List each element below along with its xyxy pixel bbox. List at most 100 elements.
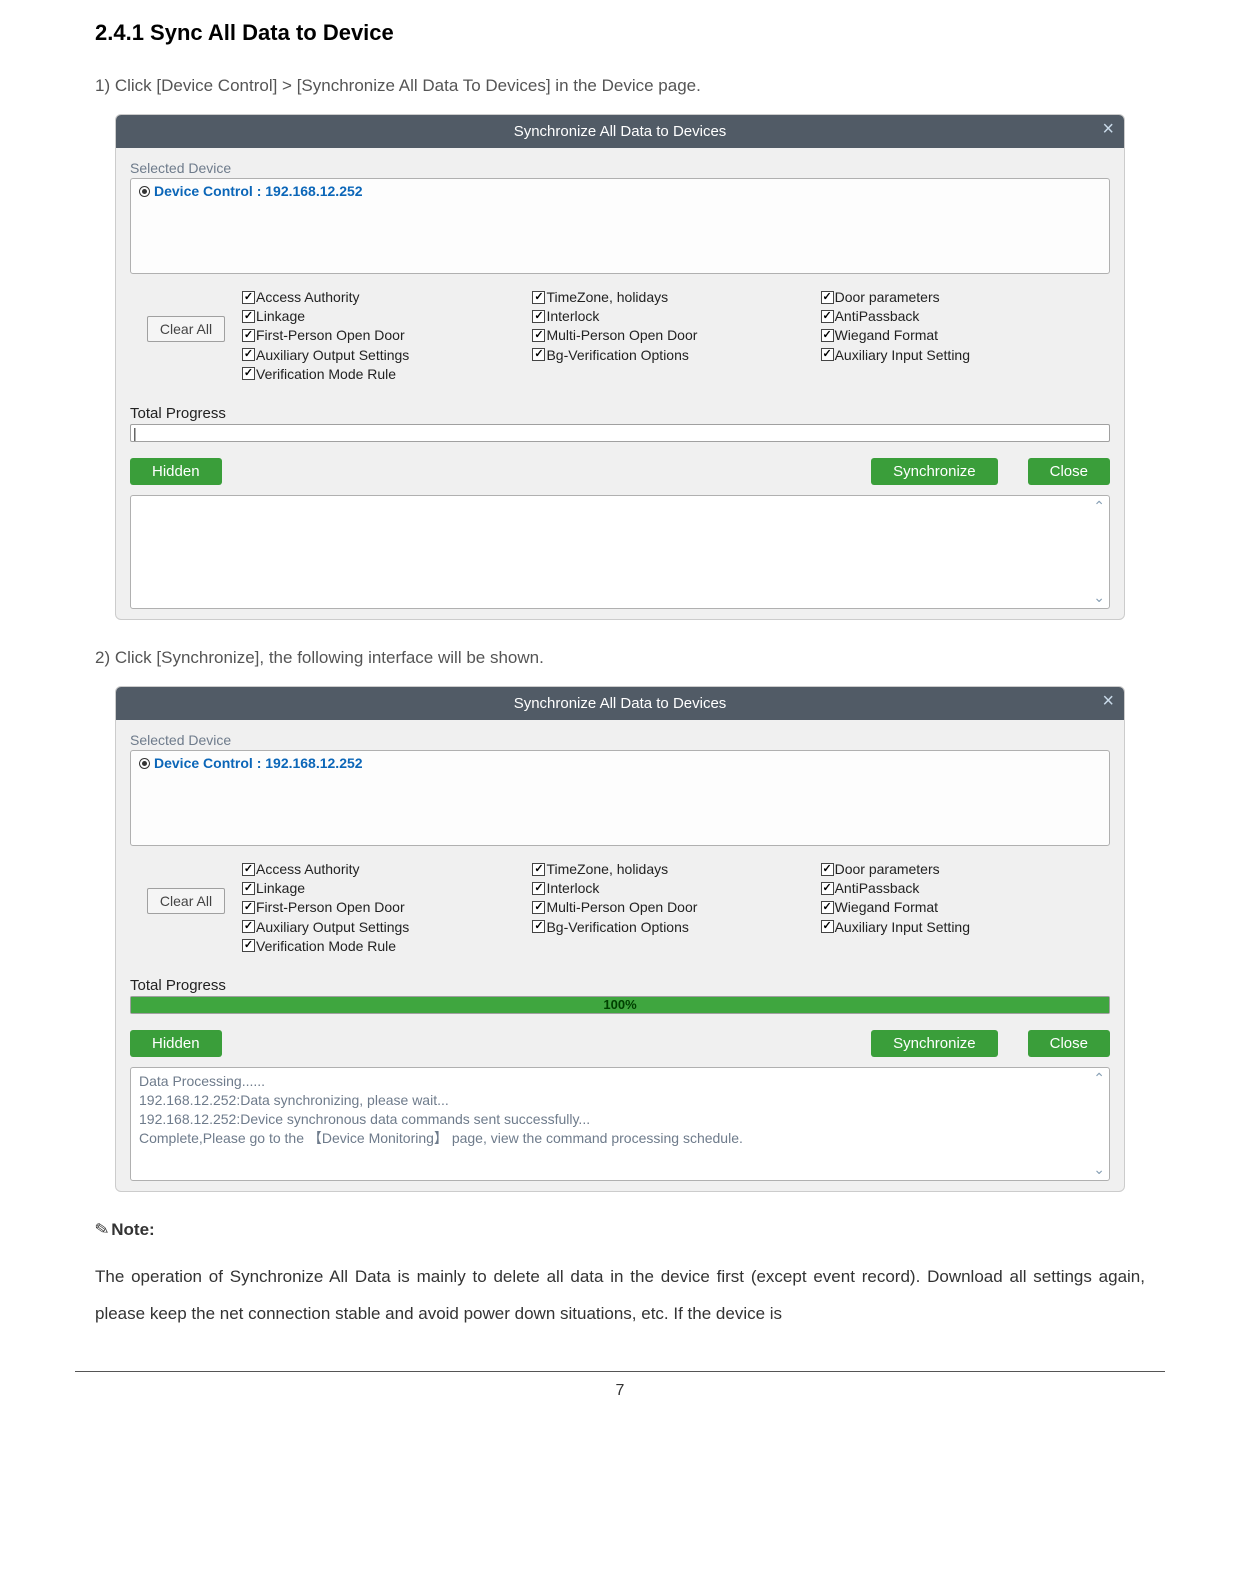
checkbox-icon[interactable] xyxy=(821,310,834,323)
clear-all-button[interactable]: Clear All xyxy=(147,888,225,914)
options-col-1: Access Authority Linkage First-Person Op… xyxy=(242,860,409,955)
opt-door-params[interactable]: Door parameters xyxy=(821,288,970,306)
scroll-down-icon[interactable]: ⌄ xyxy=(1093,1161,1105,1178)
checkbox-icon[interactable] xyxy=(532,291,545,304)
checkbox-icon[interactable] xyxy=(532,920,545,933)
scroll-down-icon[interactable]: ⌄ xyxy=(1093,589,1105,606)
options-col-3: Door parameters AntiPassback Wiegand For… xyxy=(821,288,970,383)
step1-text: 1) Click [Device Control] > [Synchronize… xyxy=(95,76,1145,96)
log-line: Data Processing...... xyxy=(139,1072,1101,1091)
progress-cursor: | xyxy=(133,425,137,441)
note-paragraph: The operation of Synchronize All Data is… xyxy=(95,1258,1145,1333)
checkbox-icon[interactable] xyxy=(532,863,545,876)
checkbox-icon[interactable] xyxy=(242,939,255,952)
close-button[interactable]: Close xyxy=(1028,458,1110,485)
device-line: Device Control : 192.168.12.252 xyxy=(154,755,363,771)
opt-linkage[interactable]: Linkage xyxy=(242,307,409,325)
opt-bg-verification[interactable]: Bg-Verification Options xyxy=(532,918,697,936)
opt-aux-output[interactable]: Auxiliary Output Settings xyxy=(242,918,409,936)
opt-interlock[interactable]: Interlock xyxy=(532,307,697,325)
selected-device-label: Selected Device xyxy=(130,160,1110,176)
synchronize-button[interactable]: Synchronize xyxy=(871,458,998,485)
close-icon[interactable]: × xyxy=(1102,118,1114,141)
synchronize-button[interactable]: Synchronize xyxy=(871,1030,998,1057)
checkbox-icon[interactable] xyxy=(242,348,255,361)
sync-dialog-1: Synchronize All Data to Devices × Select… xyxy=(115,114,1125,620)
options-col-1: Access Authority Linkage First-Person Op… xyxy=(242,288,409,383)
opt-timezone[interactable]: TimeZone, holidays xyxy=(532,288,697,306)
opt-verification-mode[interactable]: Verification Mode Rule xyxy=(242,937,409,955)
progress-bar-2: 100% xyxy=(130,996,1110,1014)
opt-multi-person[interactable]: Multi-Person Open Door xyxy=(532,898,697,916)
radio-icon[interactable] xyxy=(139,186,150,197)
opt-aux-input[interactable]: Auxiliary Input Setting xyxy=(821,918,970,936)
opt-first-person[interactable]: First-Person Open Door xyxy=(242,326,409,344)
checkbox-icon[interactable] xyxy=(242,291,255,304)
scroll-up-icon[interactable]: ⌃ xyxy=(1093,1070,1105,1087)
step2-text: 2) Click [Synchronize], the following in… xyxy=(95,648,1145,668)
checkbox-icon[interactable] xyxy=(242,920,255,933)
opt-timezone[interactable]: TimeZone, holidays xyxy=(532,860,697,878)
close-icon[interactable]: × xyxy=(1102,690,1114,713)
dialog-header: Synchronize All Data to Devices × xyxy=(116,115,1124,148)
opt-bg-verification[interactable]: Bg-Verification Options xyxy=(532,346,697,364)
opt-aux-output[interactable]: Auxiliary Output Settings xyxy=(242,346,409,364)
radio-icon[interactable] xyxy=(139,758,150,769)
checkbox-icon[interactable] xyxy=(532,329,545,342)
device-line: Device Control : 192.168.12.252 xyxy=(154,183,363,199)
sync-dialog-2: Synchronize All Data to Devices × Select… xyxy=(115,686,1125,1192)
hidden-button[interactable]: Hidden xyxy=(130,1030,222,1057)
selected-device-label: Selected Device xyxy=(130,732,1110,748)
progress-fill: 100% xyxy=(131,997,1109,1013)
opt-aux-input[interactable]: Auxiliary Input Setting xyxy=(821,346,970,364)
opt-antipassback[interactable]: AntiPassback xyxy=(821,307,970,325)
checkbox-icon[interactable] xyxy=(821,920,834,933)
checkbox-icon[interactable] xyxy=(532,882,545,895)
device-list-box: Device Control : 192.168.12.252 xyxy=(130,750,1110,846)
options-col-3: Door parameters AntiPassback Wiegand For… xyxy=(821,860,970,955)
checkbox-icon[interactable] xyxy=(532,348,545,361)
checkbox-icon[interactable] xyxy=(242,310,255,323)
opt-verification-mode[interactable]: Verification Mode Rule xyxy=(242,365,409,383)
page-number: 7 xyxy=(95,1382,1145,1400)
log-output-1: ⌃ ⌄ xyxy=(130,495,1110,609)
clear-all-button[interactable]: Clear All xyxy=(147,316,225,342)
checkbox-icon[interactable] xyxy=(242,329,255,342)
opt-door-params[interactable]: Door parameters xyxy=(821,860,970,878)
opt-wiegand[interactable]: Wiegand Format xyxy=(821,898,970,916)
opt-first-person[interactable]: First-Person Open Door xyxy=(242,898,409,916)
dialog-title: Synchronize All Data to Devices xyxy=(514,695,727,712)
checkbox-icon[interactable] xyxy=(821,348,834,361)
opt-interlock[interactable]: Interlock xyxy=(532,879,697,897)
opt-access-authority[interactable]: Access Authority xyxy=(242,860,409,878)
dialog-title: Synchronize All Data to Devices xyxy=(514,123,727,140)
close-button[interactable]: Close xyxy=(1028,1030,1110,1057)
checkbox-icon[interactable] xyxy=(242,367,255,380)
log-line: 192.168.12.252:Data synchronizing, pleas… xyxy=(139,1091,1101,1110)
checkbox-icon[interactable] xyxy=(532,310,545,323)
pencil-icon: ✎ xyxy=(93,1219,111,1241)
checkbox-icon[interactable] xyxy=(821,863,834,876)
log-output-2: Data Processing...... 192.168.12.252:Dat… xyxy=(130,1067,1110,1181)
checkbox-icon[interactable] xyxy=(821,329,834,342)
opt-wiegand[interactable]: Wiegand Format xyxy=(821,326,970,344)
opt-antipassback[interactable]: AntiPassback xyxy=(821,879,970,897)
opt-linkage[interactable]: Linkage xyxy=(242,879,409,897)
log-line: Complete,Please go to the 【Device Monito… xyxy=(139,1129,1101,1148)
progress-label: Total Progress xyxy=(130,405,1110,422)
note-block: ✎Note: xyxy=(95,1220,1145,1240)
log-line: 192.168.12.252:Device synchronous data c… xyxy=(139,1110,1101,1129)
checkbox-icon[interactable] xyxy=(532,901,545,914)
scroll-up-icon[interactable]: ⌃ xyxy=(1093,498,1105,515)
checkbox-icon[interactable] xyxy=(821,901,834,914)
checkbox-icon[interactable] xyxy=(242,863,255,876)
checkbox-icon[interactable] xyxy=(242,882,255,895)
hidden-button[interactable]: Hidden xyxy=(130,458,222,485)
checkbox-icon[interactable] xyxy=(821,291,834,304)
progress-bar-1: | xyxy=(130,424,1110,442)
checkbox-icon[interactable] xyxy=(242,901,255,914)
options-col-2: TimeZone, holidays Interlock Multi-Perso… xyxy=(532,860,697,955)
checkbox-icon[interactable] xyxy=(821,882,834,895)
opt-multi-person[interactable]: Multi-Person Open Door xyxy=(532,326,697,344)
opt-access-authority[interactable]: Access Authority xyxy=(242,288,409,306)
